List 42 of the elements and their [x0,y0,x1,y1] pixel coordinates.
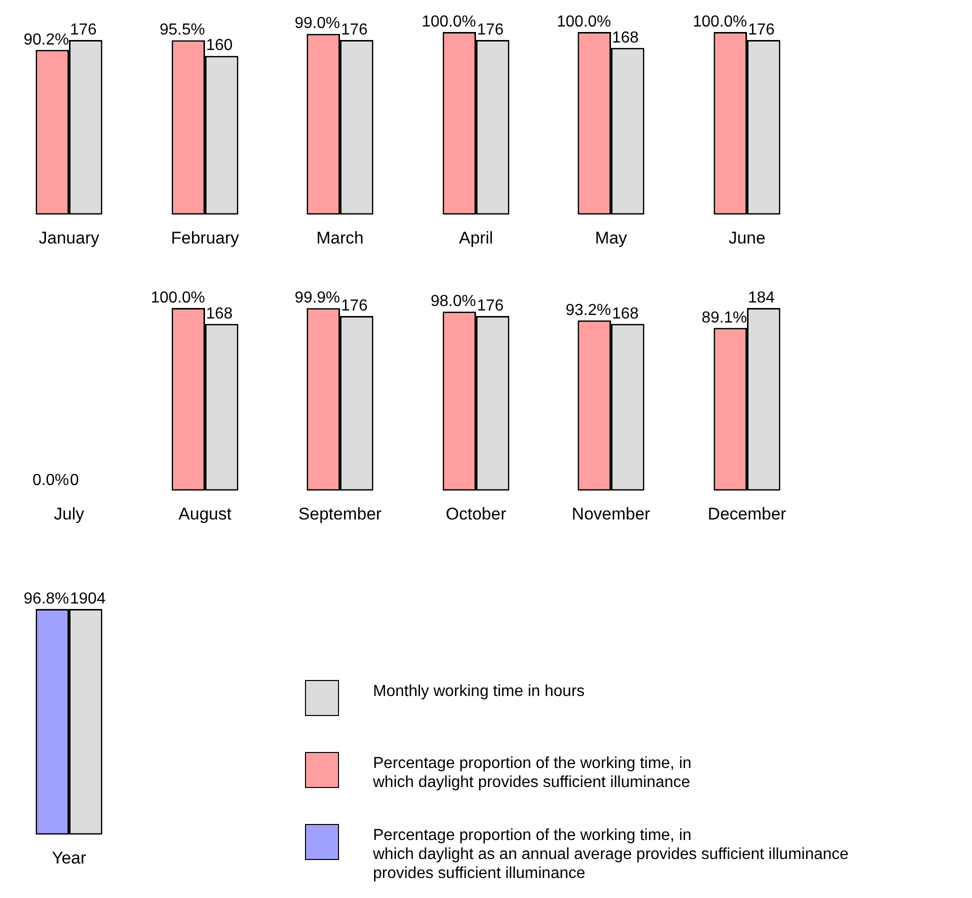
data-label: 176 [341,21,368,38]
data-label: 0.0% [32,472,69,490]
x-tick-label: March [316,228,364,248]
data-label: 168 [206,305,232,322]
data-label: 168 [612,29,639,46]
data-label: 89.1% [701,309,746,326]
x-tick-label: September [298,504,382,524]
data-label: 100.0% [150,289,204,306]
data-label: 99.0% [294,15,340,32]
x-tick-label: April [458,228,493,248]
data-label: 184 [748,289,774,306]
x-tick-label: May [594,228,628,248]
category-label: July [54,504,85,524]
data-label: 100.0% [556,13,611,30]
data-label: 176 [341,297,368,314]
legend-label: Percentage proportion of the working time, in which daylight provides sufficient illuminance [373,754,692,792]
data-label: 176 [748,21,774,38]
data-label: 160 [206,37,232,54]
data-label: 100.0% [692,13,746,30]
data-label: 100.0% [421,13,476,30]
data-label: 176 [476,21,504,38]
data-label: 96.8% [24,590,69,608]
data-label: 93.2% [566,302,611,319]
data-label: 1904 [70,590,106,608]
data-label: 176 [70,21,97,38]
x-tick-label: October [445,504,506,524]
data-label: 168 [612,305,639,322]
data-label: 99.9% [294,290,340,307]
data-label: 0 [70,472,79,490]
data-label: 95.5% [159,22,204,39]
legend-label: Percentage proportion of the working time, in which daylight as an annual average provides sufficient illuminance provides sufficient illuminance [373,826,849,883]
x-tick-label: November [572,504,651,524]
x-tick-label: August [178,504,232,524]
data-label: 98.0% [430,293,476,310]
x-tick-label: December [707,504,786,524]
x-tick-label: January [38,228,100,248]
x-tick-label: Year [52,848,87,868]
x-tick-label: June [728,228,765,248]
x-tick-label: February [170,228,240,248]
data-label: 90.2% [24,31,69,48]
data-label: 176 [476,297,504,314]
legend-label: Monthly working time in hours [373,682,585,701]
